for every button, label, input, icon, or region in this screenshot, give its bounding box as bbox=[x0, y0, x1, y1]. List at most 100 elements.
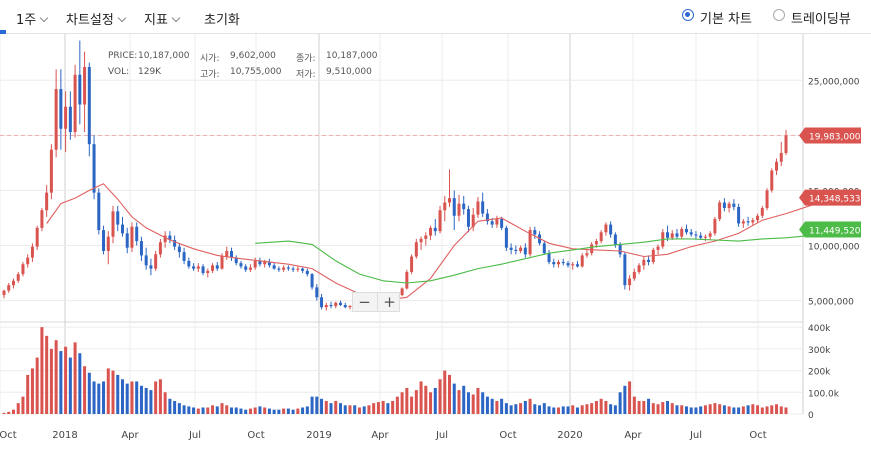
candle-body bbox=[485, 213, 489, 222]
volume-bar bbox=[376, 402, 380, 414]
volume-bar bbox=[571, 405, 575, 414]
volume-bar bbox=[675, 405, 679, 414]
volume-bar bbox=[45, 335, 49, 414]
candle-body bbox=[68, 106, 72, 133]
tradingview-label[interactable]: 트레이딩뷰 bbox=[791, 12, 851, 27]
volume-bar bbox=[656, 404, 660, 414]
candle bbox=[239, 260, 243, 269]
volume-bar bbox=[594, 400, 598, 414]
volume-bar bbox=[291, 409, 295, 414]
candle bbox=[59, 69, 63, 150]
info-close-value: 10,187,000 bbox=[326, 51, 378, 61]
chevron-down-icon bbox=[117, 13, 127, 23]
candle bbox=[87, 62, 91, 157]
volume-bar bbox=[528, 398, 532, 414]
candle bbox=[424, 232, 428, 246]
candle bbox=[130, 222, 134, 253]
tradingview-radio[interactable] bbox=[773, 9, 785, 21]
candle-body bbox=[173, 239, 177, 247]
candle bbox=[215, 262, 219, 271]
candle-body bbox=[452, 198, 456, 216]
volume-bar bbox=[689, 407, 693, 414]
candle bbox=[623, 252, 627, 290]
volume-tick-label: 100.0k bbox=[808, 389, 840, 399]
basic-chart-radio[interactable] bbox=[682, 9, 694, 21]
candle bbox=[102, 225, 106, 255]
candle-body bbox=[116, 211, 120, 225]
chart-settings-menu[interactable]: 차트설정 bbox=[66, 9, 127, 28]
volume-bar bbox=[760, 407, 764, 414]
volume-bar bbox=[68, 357, 72, 414]
candle bbox=[765, 188, 769, 211]
zoom-out-button[interactable]: − bbox=[358, 293, 371, 311]
volume-bar bbox=[158, 379, 162, 414]
candle bbox=[760, 205, 764, 218]
candle-body bbox=[557, 262, 561, 265]
x-tick-label: Oct bbox=[749, 430, 766, 441]
basic-chart-label[interactable]: 기본 차트 bbox=[700, 12, 752, 27]
candle-body bbox=[130, 226, 134, 248]
candle bbox=[225, 246, 229, 260]
price-tag-last: 19,983,000 bbox=[799, 127, 861, 144]
candle bbox=[272, 263, 276, 270]
candle bbox=[542, 241, 546, 255]
candle-body bbox=[324, 304, 328, 308]
volume-bar bbox=[49, 348, 53, 414]
candle bbox=[267, 258, 271, 268]
candle-body bbox=[120, 224, 124, 234]
candle bbox=[675, 228, 679, 239]
candle-body bbox=[263, 262, 267, 265]
candle-body bbox=[272, 265, 276, 269]
candle-body bbox=[642, 259, 646, 266]
indicators-menu[interactable]: 지표 bbox=[144, 9, 181, 28]
candle bbox=[523, 243, 527, 258]
zoom-in-button[interactable]: + bbox=[377, 293, 401, 311]
volume-bar bbox=[21, 396, 25, 414]
candle-body bbox=[637, 265, 641, 272]
volume-bar bbox=[272, 409, 276, 414]
candle bbox=[177, 243, 181, 258]
candle-body bbox=[561, 262, 565, 264]
volume-bar bbox=[519, 403, 523, 414]
candle-body bbox=[609, 224, 613, 235]
candle bbox=[547, 249, 551, 265]
candle bbox=[410, 254, 414, 275]
candle bbox=[244, 264, 248, 272]
volume-bar bbox=[476, 387, 480, 414]
candle-body bbox=[647, 259, 651, 263]
chevron-down-icon bbox=[171, 13, 181, 23]
chart-toolbar: 1주 차트설정 지표 초기화 기본 차트 트레이딩뷰 bbox=[0, 0, 871, 34]
candle bbox=[78, 40, 82, 125]
volume-tick-label: 300k bbox=[808, 346, 831, 356]
candle bbox=[732, 199, 736, 211]
volume-bar bbox=[301, 407, 305, 414]
volume-bar bbox=[139, 385, 143, 414]
volume-bar bbox=[694, 407, 698, 414]
volume-bar bbox=[116, 374, 120, 414]
candle-body bbox=[320, 297, 324, 308]
volume-bar bbox=[154, 381, 158, 414]
candle-body bbox=[182, 252, 186, 261]
period-select[interactable]: 1주 bbox=[16, 9, 49, 28]
price-volume-chart[interactable]: Oct 2018 Apr Jul Oct 2019 Apr Jul Oct 2020 Apr Jul O… bbox=[0, 34, 871, 449]
price-tag-bg bbox=[799, 127, 861, 144]
volume-bar bbox=[566, 406, 570, 414]
candle bbox=[286, 265, 290, 271]
price-tag-text: 19,983,000 bbox=[809, 133, 861, 143]
volume-bar bbox=[234, 407, 238, 414]
volume-bar bbox=[448, 374, 452, 414]
reset-button[interactable]: 초기화 bbox=[204, 9, 240, 28]
volume-bar bbox=[784, 407, 788, 414]
candle-body bbox=[741, 221, 745, 224]
candle-body bbox=[7, 285, 11, 291]
x-tick-label: Oct bbox=[0, 430, 17, 441]
candle-body bbox=[73, 74, 77, 133]
candle-body bbox=[443, 202, 447, 211]
volume-bar bbox=[433, 387, 437, 414]
volume-bar bbox=[97, 383, 101, 414]
candle bbox=[49, 144, 53, 200]
candle bbox=[154, 251, 158, 271]
volume-bar bbox=[737, 407, 741, 414]
candle-body bbox=[35, 227, 39, 247]
info-low-value: 9,510,000 bbox=[326, 67, 372, 77]
